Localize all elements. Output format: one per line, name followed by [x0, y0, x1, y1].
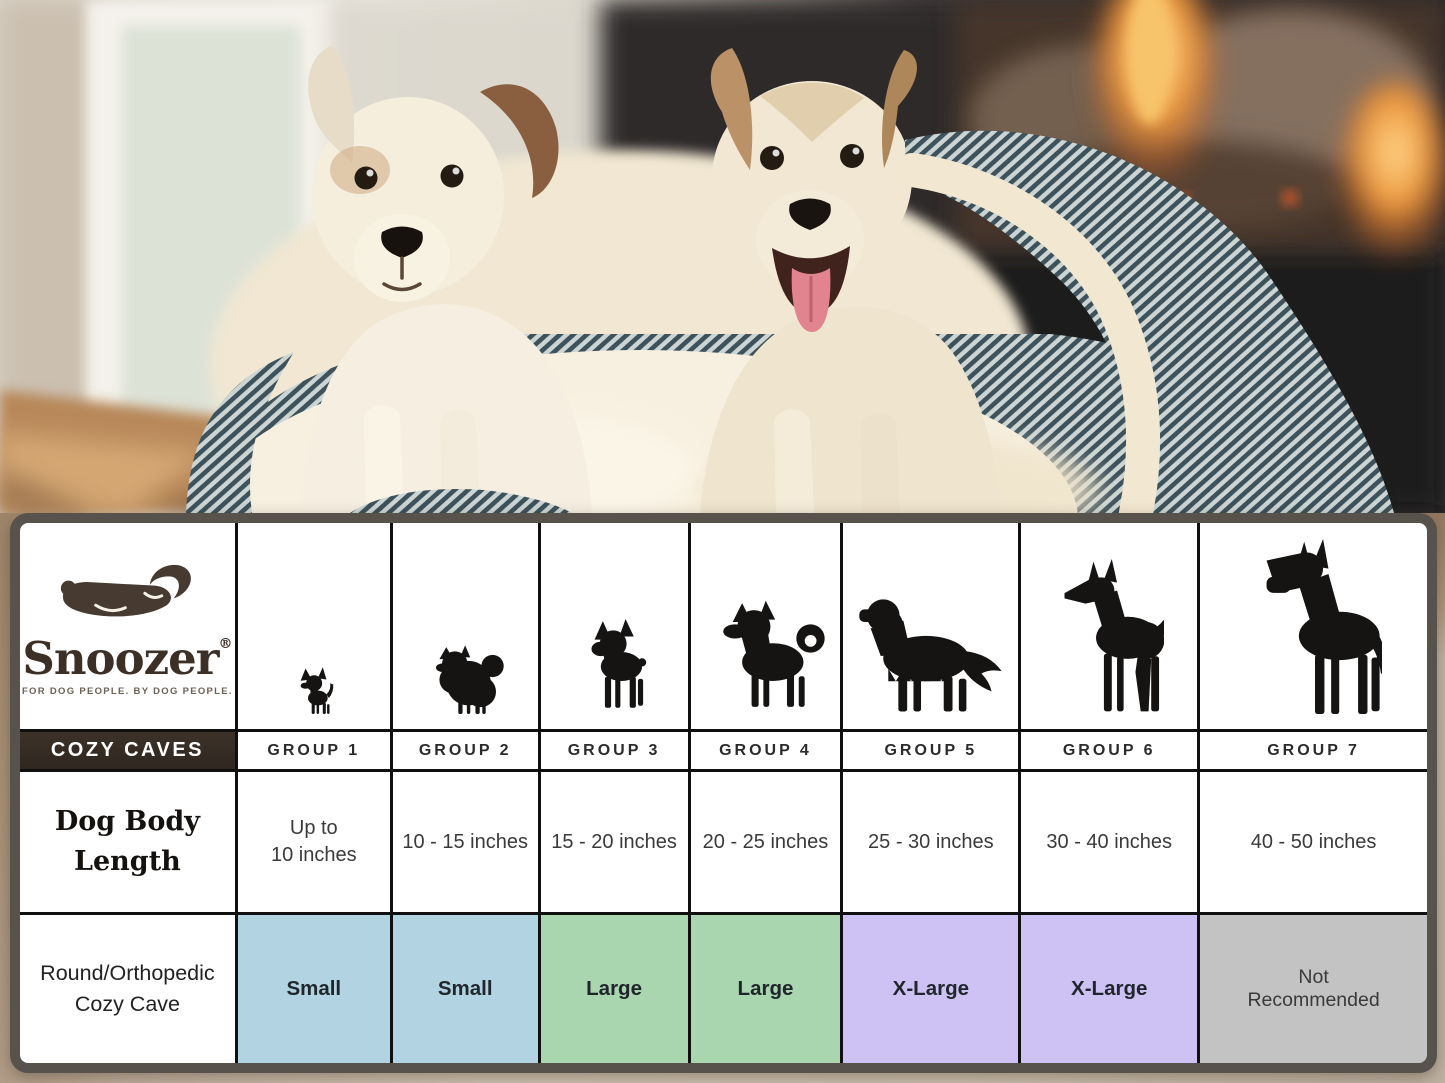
- hero-photo: [0, 0, 1445, 513]
- hood-fleece-lining: [895, 153, 1161, 513]
- size-group-5: X-Large: [843, 915, 1019, 1063]
- body-length-group-2: 10 - 15 inches: [392, 772, 538, 912]
- size-group-2: Small: [392, 915, 538, 1063]
- doberman-silhouette-icon: [1064, 559, 1165, 712]
- size-group-3: Large: [540, 915, 688, 1063]
- column-header-group-7: GROUP 7: [1200, 732, 1427, 769]
- body-length-group-3: 15 - 20 inches: [540, 772, 688, 912]
- brand-logo-cell: Snoozer® FOR DOG PEOPLE. BY DOG PEOPLE.: [20, 523, 235, 729]
- row-label-cozy-cave: Round/Orthopedic Cozy Cave: [20, 915, 235, 1063]
- column-header-group-4: GROUP 4: [690, 732, 841, 769]
- bed-front-rim-left: [186, 352, 294, 513]
- breed-cell-group-1: [237, 523, 390, 729]
- bed-hood-cover: [895, 130, 1394, 513]
- pomeranian-silhouette-icon: [436, 645, 504, 714]
- left-dog-brown-ear: [480, 84, 559, 198]
- column-header-group-1: GROUP 1: [237, 732, 390, 769]
- body-length-group-6: 30 - 40 inches: [1021, 772, 1198, 912]
- column-header-group-6: GROUP 6: [1021, 732, 1198, 769]
- chihuahua-silhouette-icon: [300, 667, 334, 714]
- body-length-group-7: 40 - 50 inches: [1200, 772, 1427, 912]
- size-group-4: Large: [690, 915, 841, 1063]
- column-header-group-2: GROUP 2: [392, 732, 538, 769]
- breed-cell-group-4: [690, 523, 841, 729]
- breed-cell-group-7: [1200, 523, 1427, 729]
- size-group-1: Small: [237, 915, 390, 1063]
- row-label-dog-body-length: Dog Body Length: [20, 772, 235, 912]
- brand-name: Snoozer®: [22, 631, 233, 685]
- boston-terrier-silhouette-icon: [591, 619, 647, 708]
- size-group-7: Not Recommended: [1200, 915, 1427, 1063]
- right-dog: [700, 48, 1002, 513]
- row-header-cozy-caves: COZY CAVES: [20, 732, 235, 769]
- bed-front-rim-center: [350, 488, 572, 513]
- size-chart-table: Snoozer® FOR DOG PEOPLE. BY DOG PEOPLE.: [10, 513, 1437, 1073]
- column-header-group-3: GROUP 3: [540, 732, 688, 769]
- shiba-inu-silhouette-icon: [722, 600, 825, 707]
- golden-retriever-silhouette-icon: [859, 599, 1002, 712]
- brand-tagline: FOR DOG PEOPLE. BY DOG PEOPLE.: [21, 685, 233, 697]
- left-dog-white-ear: [308, 46, 355, 162]
- body-length-group-1: Up to 10 inches: [237, 772, 390, 912]
- left-dog: [300, 46, 592, 513]
- body-length-group-5: 25 - 30 inches: [843, 772, 1019, 912]
- column-header-group-5: GROUP 5: [843, 732, 1019, 769]
- size-group-6: X-Large: [1021, 915, 1198, 1063]
- body-length-group-4: 20 - 25 inches: [690, 772, 841, 912]
- breed-cell-group-5: [843, 523, 1019, 729]
- breed-cell-group-2: [392, 523, 538, 729]
- right-dog-right-ear: [882, 50, 917, 168]
- right-dog-left-ear: [710, 48, 753, 170]
- breed-cell-group-3: [540, 523, 688, 729]
- great-dane-silhouette-icon: [1266, 539, 1383, 714]
- breed-cell-group-6: [1021, 523, 1198, 729]
- snoozer-dog-logo-icon: [61, 564, 192, 616]
